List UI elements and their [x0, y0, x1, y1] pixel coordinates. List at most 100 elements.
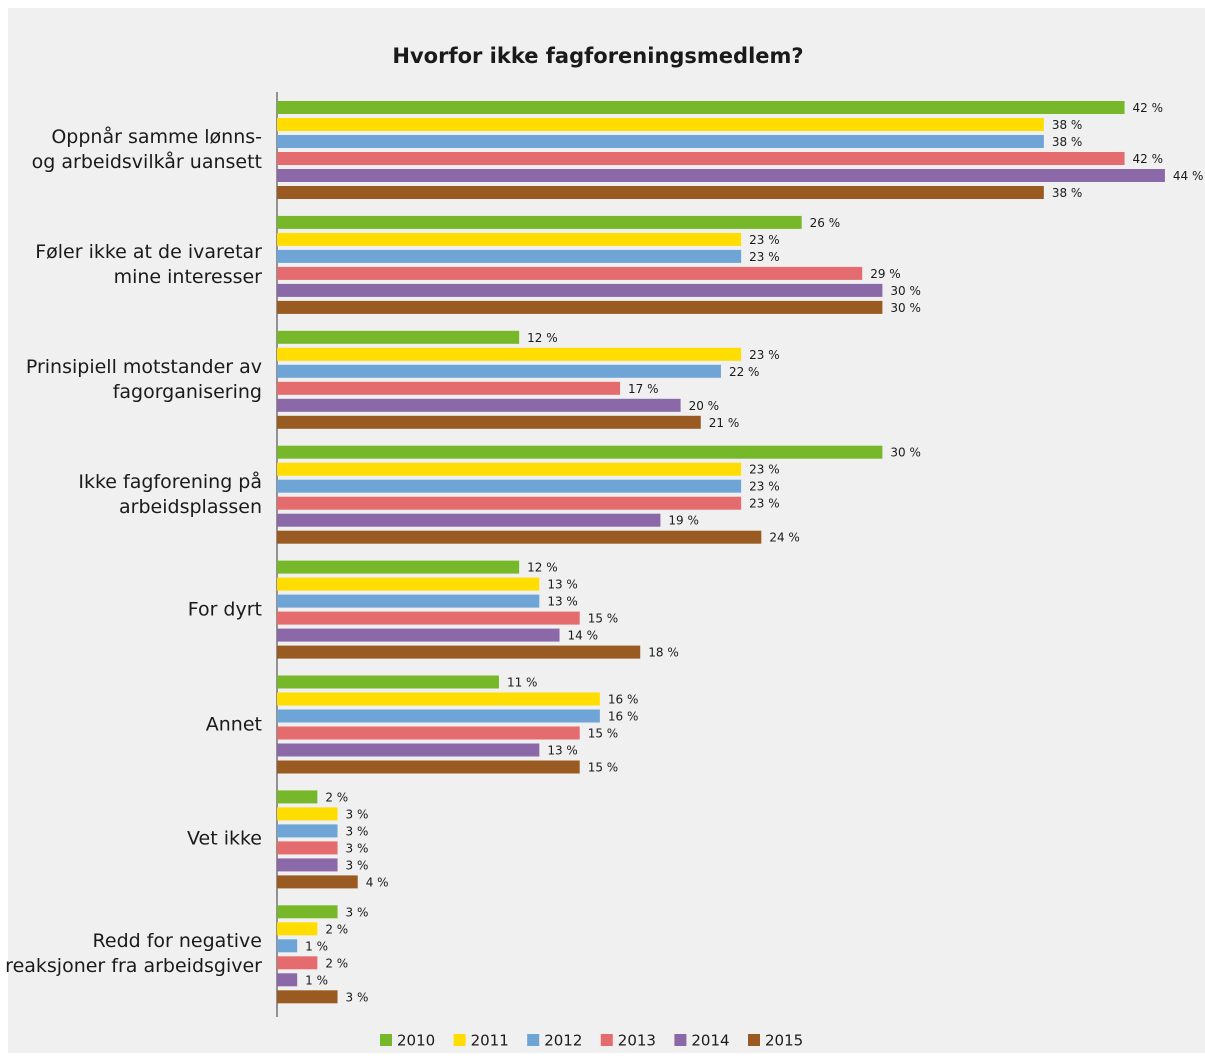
bar	[277, 743, 540, 757]
value-label: 30 %	[890, 284, 921, 298]
bar	[277, 101, 1125, 114]
value-label: 44 %	[1173, 169, 1204, 183]
value-label: 30 %	[890, 446, 921, 460]
value-label: 3 %	[346, 905, 369, 919]
bar	[277, 841, 338, 855]
value-label: 3 %	[346, 990, 369, 1004]
bar	[277, 530, 762, 544]
bar	[277, 726, 580, 740]
legend-label: 2013	[618, 1032, 656, 1050]
value-label: 1 %	[305, 973, 328, 987]
legend-label: 2010	[397, 1032, 435, 1050]
value-label: 1 %	[305, 939, 328, 953]
value-label: 12 %	[527, 561, 558, 575]
category-label: Ikke fagforening på arbeidsplassen	[78, 470, 262, 518]
value-label: 38 %	[1052, 135, 1083, 149]
bar	[277, 330, 520, 344]
value-label: 23 %	[749, 250, 780, 264]
legend-swatch	[380, 1034, 392, 1046]
bar	[277, 990, 338, 1004]
value-label: 3 %	[346, 824, 369, 838]
value-label: 3 %	[346, 841, 369, 855]
value-label: 13 %	[547, 744, 578, 758]
legend-swatch	[674, 1034, 687, 1046]
value-label: 15 %	[588, 612, 619, 626]
bar	[277, 692, 600, 706]
bar	[277, 118, 1044, 131]
legend-swatch	[748, 1034, 760, 1046]
bar	[277, 577, 540, 591]
value-label: 4 %	[366, 875, 389, 889]
value-label: 38 %	[1052, 186, 1083, 200]
bar	[277, 300, 883, 314]
legend-swatch	[453, 1034, 466, 1046]
value-label: 23 %	[749, 348, 780, 362]
bar	[277, 973, 298, 987]
category-label: For dyrt	[187, 598, 262, 621]
value-label: 42 %	[1133, 101, 1164, 115]
bar	[277, 496, 742, 510]
bar	[277, 381, 621, 395]
chart-title: Hvorfor ikke fagforeningsmedlem?	[392, 44, 803, 68]
value-label: 23 %	[749, 463, 780, 477]
bar	[277, 956, 318, 970]
bar	[277, 479, 742, 493]
chart-panel	[8, 8, 1205, 1053]
value-label: 26 %	[810, 216, 841, 230]
bar	[277, 152, 1125, 165]
value-label: 23 %	[749, 497, 780, 511]
bar	[277, 790, 318, 804]
bar	[277, 922, 318, 936]
value-label: 18 %	[648, 646, 679, 660]
value-label: 13 %	[547, 578, 578, 592]
value-label: 3 %	[346, 858, 369, 872]
bar	[277, 169, 1165, 182]
bar	[277, 398, 681, 412]
bar	[277, 232, 742, 246]
bar	[277, 594, 540, 608]
bar	[277, 628, 560, 642]
value-label: 23 %	[749, 233, 780, 247]
value-label: 12 %	[527, 331, 558, 345]
value-label: 11 %	[507, 676, 537, 690]
value-label: 3 %	[346, 807, 369, 821]
bar	[277, 824, 338, 838]
bar	[277, 675, 499, 689]
legend-label: 2015	[765, 1032, 803, 1050]
value-label: 17 %	[628, 382, 659, 396]
bar	[277, 283, 883, 297]
bar	[277, 347, 742, 361]
value-label: 30 %	[890, 301, 921, 315]
bar	[277, 645, 641, 659]
value-label: 16 %	[608, 693, 639, 707]
bar	[277, 858, 338, 872]
value-label: 22 %	[729, 365, 760, 379]
legend-swatch	[527, 1034, 540, 1046]
category-label: Annet	[205, 713, 262, 735]
value-label: 14 %	[568, 629, 599, 643]
category-label: Redd for negative reaksjoner fra arbeids…	[5, 930, 262, 978]
value-label: 23 %	[749, 480, 780, 494]
category-label: Prinsipiell motstander av fagorganiserin…	[25, 355, 262, 403]
legend-label: 2012	[544, 1032, 582, 1050]
bar	[277, 135, 1044, 148]
bar	[277, 939, 298, 953]
bar	[277, 760, 580, 774]
category-label: Føler ikke at de ivaretar mine interesse…	[35, 240, 262, 288]
bar	[277, 875, 358, 889]
value-label: 20 %	[689, 399, 720, 413]
value-label: 15 %	[588, 761, 619, 775]
value-label: 15 %	[588, 727, 619, 741]
bar	[277, 807, 338, 821]
bar	[277, 266, 863, 280]
bar	[277, 513, 661, 527]
bar	[277, 611, 580, 625]
bar	[277, 445, 883, 459]
value-label: 21 %	[709, 416, 740, 430]
value-label: 2 %	[325, 922, 348, 936]
bar	[277, 560, 520, 574]
legend-swatch	[600, 1034, 613, 1046]
bar	[277, 186, 1044, 199]
